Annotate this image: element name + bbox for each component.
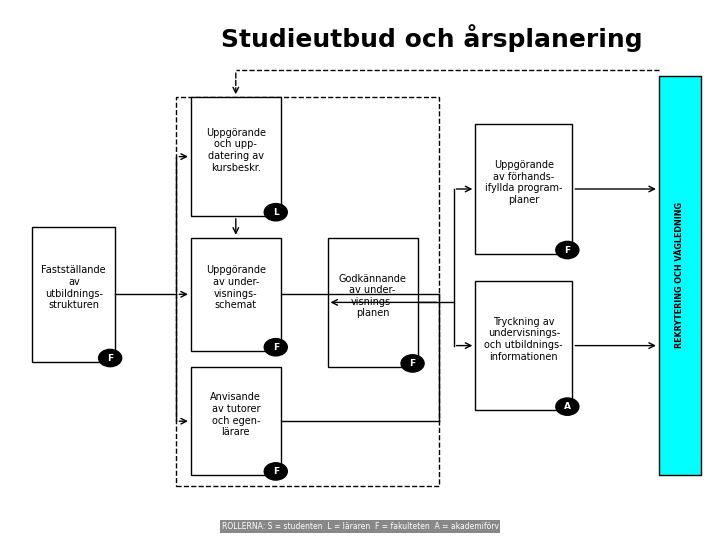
- Text: A: A: [564, 402, 571, 411]
- Text: Uppgörande
av under-
visnings-
schemat: Uppgörande av under- visnings- schemat: [206, 266, 266, 310]
- Text: Anvisande
av tutorer
och egen-
lärare: Anvisande av tutorer och egen- lärare: [210, 393, 261, 437]
- Text: ROLLERNA: S = studenten  L = läraren  F = fakulteten  A = akademiförv: ROLLERNA: S = studenten L = läraren F = …: [222, 522, 498, 531]
- Circle shape: [264, 463, 287, 480]
- Bar: [191, 367, 281, 475]
- Text: REKRYTERING OCH VÄGLEDNING: REKRYTERING OCH VÄGLEDNING: [675, 202, 684, 348]
- Bar: [328, 238, 418, 367]
- Bar: [32, 227, 115, 362]
- Bar: [475, 281, 572, 410]
- Text: Studieutbud och årsplanering: Studieutbud och årsplanering: [221, 24, 643, 52]
- Text: Uppgörande
och upp-
datering av
kursbeskr.: Uppgörande och upp- datering av kursbesk…: [206, 128, 266, 172]
- Bar: [191, 238, 281, 351]
- Bar: [191, 97, 281, 216]
- Circle shape: [556, 398, 579, 415]
- Text: F: F: [564, 246, 570, 254]
- Circle shape: [99, 349, 122, 367]
- Bar: [659, 76, 701, 475]
- Bar: [176, 97, 439, 486]
- Circle shape: [264, 339, 287, 356]
- Text: F: F: [107, 354, 113, 362]
- Text: L: L: [273, 208, 279, 217]
- Text: Uppgörande
av förhands-
ifyllda program-
planer: Uppgörande av förhands- ifyllda program-…: [485, 160, 562, 205]
- Circle shape: [556, 241, 579, 259]
- Text: Fastställande
av
utbildnings-
strukturen: Fastställande av utbildnings- strukturen: [42, 266, 106, 310]
- Circle shape: [401, 355, 424, 372]
- Circle shape: [264, 204, 287, 221]
- Text: Godkännande
av under-
visnings-
planen: Godkännande av under- visnings- planen: [338, 274, 407, 318]
- Text: F: F: [273, 343, 279, 352]
- Text: F: F: [273, 467, 279, 476]
- Text: Tryckning av
undervisnings-
och utbildnings-
informationen: Tryckning av undervisnings- och utbildni…: [485, 317, 563, 361]
- Bar: [475, 124, 572, 254]
- Text: F: F: [410, 359, 415, 368]
